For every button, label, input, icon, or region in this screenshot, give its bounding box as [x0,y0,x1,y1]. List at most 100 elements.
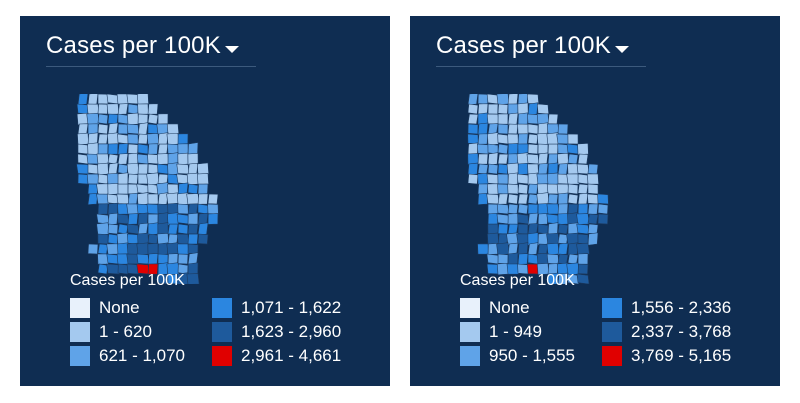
county-region[interactable] [576,242,590,256]
county-region[interactable] [177,152,189,166]
county-region[interactable] [557,163,569,175]
county-region[interactable] [517,112,529,126]
county-region[interactable] [467,103,479,115]
county-region[interactable] [77,94,89,106]
county-region[interactable] [147,193,159,205]
county-region[interactable] [507,94,519,105]
county-region[interactable] [497,163,509,175]
county-region[interactable] [486,193,500,205]
county-region[interactable] [477,243,489,255]
county-region[interactable] [186,172,200,186]
county-region[interactable] [127,112,139,126]
county-region[interactable] [207,213,219,225]
county-region[interactable] [87,163,99,175]
county-region[interactable] [147,233,159,245]
county-region[interactable] [517,133,529,145]
county-region[interactable] [107,153,119,165]
county-region[interactable] [496,213,510,225]
county-region[interactable] [187,243,199,255]
county-region[interactable] [137,133,149,145]
county-region[interactable] [136,153,150,165]
county-region[interactable] [127,173,139,185]
county-region[interactable] [126,123,140,135]
county-region[interactable] [557,242,569,256]
county-region[interactable] [117,172,129,186]
county-region[interactable] [546,253,560,265]
county-region[interactable] [187,223,199,235]
county-region[interactable] [97,143,109,155]
county-region[interactable] [577,153,589,165]
county-region[interactable] [77,153,89,165]
county-region[interactable] [197,193,209,205]
county-region[interactable] [487,203,499,215]
county-region[interactable] [517,203,529,215]
county-region[interactable] [537,143,549,155]
county-region[interactable] [187,153,199,165]
county-region[interactable] [467,123,479,135]
county-region[interactable] [76,163,90,175]
county-region[interactable] [487,212,499,226]
county-region[interactable] [507,123,519,135]
county-region[interactable] [176,272,190,284]
county-region[interactable] [207,203,219,215]
county-region[interactable] [477,192,489,206]
county-region[interactable] [146,172,160,186]
county-region[interactable] [507,172,519,186]
county-region[interactable] [566,173,580,185]
county-region[interactable] [507,143,519,155]
county-region[interactable] [147,153,159,165]
county-region[interactable] [77,173,89,185]
county-region[interactable] [477,94,489,105]
county-region[interactable] [137,113,149,125]
county-region[interactable] [157,192,169,206]
county-region[interactable] [557,123,569,135]
county-region[interactable] [546,242,560,256]
county-region[interactable] [176,163,190,175]
county-region[interactable] [547,153,559,165]
county-region[interactable] [587,223,599,235]
county-region[interactable] [97,233,109,245]
county-region[interactable] [147,163,159,175]
county-region[interactable] [87,243,99,255]
county-region[interactable] [507,252,519,266]
county-region[interactable] [147,103,159,115]
county-region[interactable] [497,123,509,135]
county-region[interactable] [467,133,479,145]
county-region[interactable] [127,143,139,155]
county-region[interactable] [587,183,599,195]
county-region[interactable] [86,112,100,126]
county-region[interactable] [137,122,149,136]
county-region[interactable] [187,233,199,245]
county-region[interactable] [527,253,539,265]
county-region[interactable] [547,143,559,155]
county-region[interactable] [507,183,519,195]
county-region[interactable] [117,143,129,155]
county-region[interactable] [107,143,119,155]
county-region[interactable] [496,242,510,256]
county-region[interactable] [487,223,499,235]
county-region[interactable] [97,263,109,275]
county-region[interactable] [567,193,579,205]
county-region[interactable] [527,133,539,145]
county-region[interactable] [537,223,549,235]
county-region[interactable] [487,103,499,115]
county-region[interactable] [477,183,489,195]
county-region[interactable] [557,203,569,215]
county-region[interactable] [507,133,519,145]
county-region[interactable] [577,203,589,215]
county-region[interactable] [96,153,110,165]
county-region[interactable] [576,213,590,225]
county-region[interactable] [487,183,499,195]
county-region[interactable] [467,113,479,125]
county-region[interactable] [567,253,579,265]
county-region[interactable] [517,162,529,176]
county-region[interactable] [577,233,589,245]
county-region[interactable] [557,223,569,235]
county-region[interactable] [97,203,109,215]
county-region[interactable] [137,143,149,155]
county-region[interactable] [97,162,109,176]
county-region[interactable] [126,263,140,275]
county-region[interactable] [507,112,519,126]
county-region[interactable] [146,133,160,145]
county-region[interactable] [516,173,530,185]
